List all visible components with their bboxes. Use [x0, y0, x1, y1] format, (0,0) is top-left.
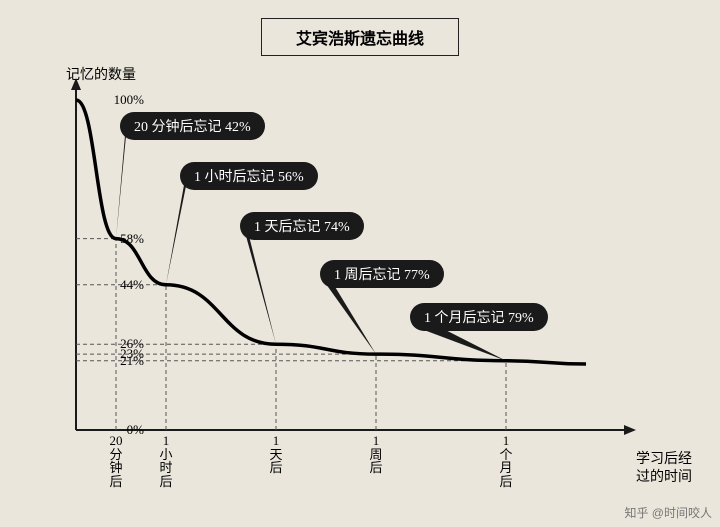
x-tick: 20分钟后 [108, 434, 124, 489]
annotation-bubble: 1 周后忘记 77% [320, 260, 444, 288]
y-tick: 58% [120, 231, 144, 247]
y-tick: 21% [120, 353, 144, 369]
x-tick: 1周后 [368, 434, 384, 475]
watermark: 知乎 @时间咬人 [624, 504, 712, 521]
annotation-bubble: 1 个月后忘记 79% [410, 303, 548, 331]
y-tick: 0% [127, 422, 144, 438]
x-tick: 1个月后 [498, 434, 514, 489]
annotation-bubble: 20 分钟后忘记 42% [120, 112, 265, 140]
y-tick: 44% [120, 277, 144, 293]
x-tick: 1小时后 [158, 434, 174, 489]
annotation-bubble: 1 天后忘记 74% [240, 212, 364, 240]
annotation-bubble: 1 小时后忘记 56% [180, 162, 318, 190]
y-tick: 100% [114, 92, 144, 108]
x-tick: 1天后 [268, 434, 284, 475]
